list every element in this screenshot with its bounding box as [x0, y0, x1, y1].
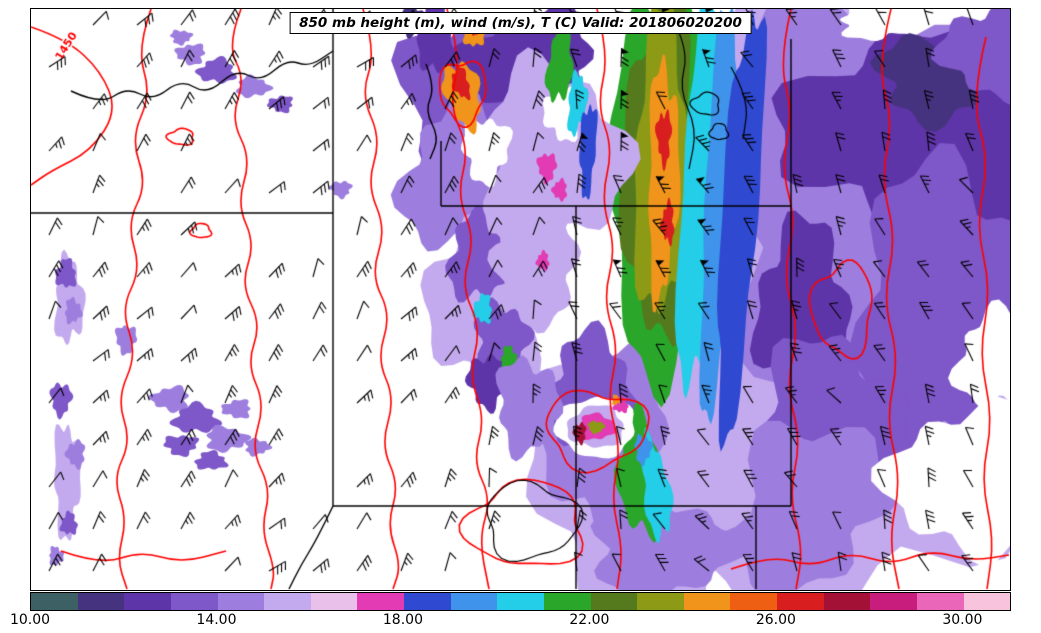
- colorbar-segment: [217, 593, 265, 610]
- colorbar-tick-labels: 10.00 14.00 18.00 22.00 26.00 30.00: [0, 612, 1041, 632]
- colorbar-tick-label: 26.00: [755, 612, 796, 628]
- colorbar-segment: [916, 593, 964, 610]
- weather-map-canvas: [31, 9, 1010, 590]
- colorbar-segment: [77, 593, 125, 610]
- colorbar-tick-label: 18.00: [382, 612, 423, 628]
- colorbar-tick-label: 10.00: [9, 612, 51, 628]
- colorbar-segment: [124, 593, 171, 610]
- map-frame: 850 mb height (m), wind (m/s), T (C) Val…: [30, 8, 1011, 591]
- colorbar-tick-label: 22.00: [569, 612, 610, 628]
- colorbar-segment: [170, 593, 218, 610]
- colorbar-segment: [31, 593, 78, 610]
- colorbar-segment: [264, 593, 311, 610]
- colorbar-segment: [777, 593, 824, 610]
- colorbar-segment: [543, 593, 591, 610]
- colorbar-segment: [823, 593, 871, 610]
- colorbar-segment: [730, 593, 777, 610]
- colorbar-segment: [497, 593, 544, 610]
- colorbar-tick-label: 14.00: [196, 612, 237, 628]
- colorbar-segment: [357, 593, 404, 610]
- colorbar-segment: [404, 593, 451, 610]
- colorbar-tick-label: 30.00: [942, 612, 983, 628]
- colorbar-segment: [963, 593, 1011, 610]
- colorbar-segment: [683, 593, 731, 610]
- colorbar-segment: [637, 593, 684, 610]
- colorbar-segment: [310, 593, 358, 610]
- colorbar-segment: [450, 593, 498, 610]
- colorbar: [30, 592, 1011, 611]
- chart-title: 850 mb height (m), wind (m/s), T (C) Val…: [289, 12, 752, 34]
- colorbar-segment: [590, 593, 638, 610]
- colorbar-segment: [870, 593, 917, 610]
